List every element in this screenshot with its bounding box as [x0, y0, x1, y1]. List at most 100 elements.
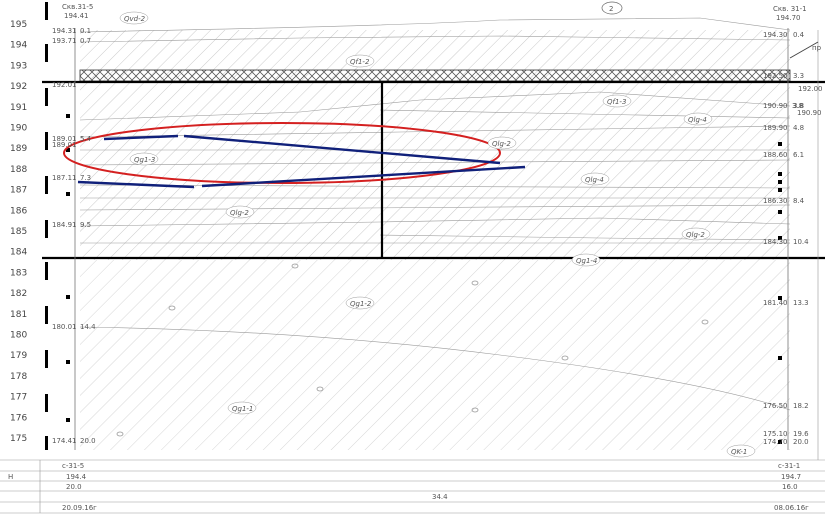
- left-well-name: Скв.31-5: [62, 3, 93, 11]
- table-row-label: H: [8, 473, 13, 481]
- left-well-elevation: 194.31: [52, 27, 77, 35]
- elevation-tick-label: 185: [10, 227, 27, 237]
- left-well-elevation: 180.01: [52, 323, 77, 331]
- elevation-tick-label: 176: [10, 413, 27, 423]
- left-well-elevation: 192.01: [52, 81, 77, 89]
- elevation-tick-label: 179: [10, 351, 27, 361]
- layer-index-label: Qf1-2: [350, 58, 370, 66]
- left-well-mouth: 194.41: [64, 12, 89, 20]
- layer-index-label: Qg1-2: [350, 300, 372, 308]
- layer-label-bubble: [225, 205, 255, 219]
- left-well-elevation: 193.71: [52, 37, 77, 45]
- left-well-depth: 14.4: [80, 323, 96, 331]
- layer-index-label: Qlg-2: [686, 231, 705, 239]
- right-well-depth: 13.3: [793, 299, 809, 307]
- right-well-depth: 20.0: [793, 438, 809, 446]
- layer-label-bubble: [227, 401, 257, 415]
- elevation-tick-label: 177: [10, 393, 27, 403]
- table-elev-right: 194.7: [781, 473, 801, 481]
- layer-index-label: Qlg-2: [230, 209, 249, 217]
- table-distance: 34.4: [432, 493, 448, 501]
- section-cut-mark: [789, 41, 819, 59]
- right-well-elevation: 184.30: [763, 238, 788, 246]
- right-well-elevation: 188.60: [763, 151, 788, 159]
- right-well-elevation: 192.00: [798, 85, 823, 93]
- layer-index-label: QK-1: [731, 448, 747, 456]
- layer-label-bubble: [119, 11, 149, 25]
- elevation-tick-label: 194: [10, 41, 27, 51]
- elevation-tick-label: 189: [10, 144, 27, 154]
- left-well-depth: 0.1: [80, 27, 91, 35]
- table-date-right: 08.06.16г: [774, 504, 809, 512]
- right-well-elevation: 192.50: [763, 72, 788, 80]
- right-well-elevation: 190.90: [797, 109, 822, 117]
- elevation-tick-label: 188: [10, 165, 27, 175]
- scale-bars: [45, 2, 48, 450]
- layer-index-label: Qlg-4: [585, 176, 604, 184]
- gravel-layer: [79, 69, 791, 82]
- layer-index-labels: Qvd-2 Qf1-2 Qf1-3 Qlg-4 Qlg-2 Qg1-3 Qlg-4 Qlg-2…: [119, 11, 756, 458]
- layer-index-label: Qvd-2: [124, 15, 146, 23]
- layer-index-label: Qg1-1: [232, 405, 253, 413]
- layer-label-bubble: [129, 152, 159, 166]
- left-well-elevation: 174.41: [52, 437, 77, 445]
- left-well-depth: 5.4: [80, 135, 92, 143]
- left-well-depth: 9.5: [80, 221, 91, 229]
- lens-boundary-lines: [77, 134, 526, 189]
- right-well-elevation: 175.10: [763, 430, 788, 438]
- right-well-elevation: 189.90: [763, 124, 788, 132]
- layer-label-bubble: [487, 136, 517, 150]
- left-well-elevation: 189.01: [52, 141, 77, 149]
- table-well-left: с-31-5: [62, 462, 84, 470]
- elevation-tick-label: 190: [10, 124, 27, 134]
- right-well-name: Скв. 31-1: [773, 5, 807, 13]
- right-well-elevation: 174.70: [763, 438, 788, 446]
- elevation-tick-label: 178: [10, 372, 27, 382]
- elevation-tick-label: 184: [10, 248, 27, 258]
- right-well-elevation: 181.40: [763, 299, 788, 307]
- sample-markers: [66, 114, 782, 444]
- right-well-depth: 18.2: [793, 402, 809, 410]
- layer-index-label: Qlg-2: [492, 140, 511, 148]
- boulder-symbols: [116, 263, 709, 437]
- layer-label-bubble: [683, 112, 713, 126]
- layer-index-label: Qlg-4: [688, 116, 707, 124]
- table-elev-left: 194.4: [66, 473, 87, 481]
- elevation-tick-label: 193: [10, 61, 27, 71]
- right-well-depth: 4.8: [793, 124, 804, 132]
- left-well-depth: 0.7: [80, 37, 91, 45]
- elevation-tick-label: 175: [10, 434, 27, 444]
- layer-index-label: Qf1-3: [607, 98, 626, 106]
- elevation-tick-label: 182: [10, 289, 27, 299]
- layer-index-label: Qg1-3: [134, 156, 155, 164]
- table-date-left: 20.09.16г: [62, 504, 97, 512]
- right-well-depth: 19.6: [793, 430, 809, 438]
- table-well-right: с-31-1: [778, 462, 800, 470]
- right-well-depth: 10.4: [793, 238, 809, 246]
- left-well-elevation: 189.01: [52, 135, 77, 143]
- elevation-tick-label: 192: [10, 82, 27, 92]
- right-well-elevation: 194.30: [763, 31, 788, 39]
- elevation-tick-label: 186: [10, 206, 27, 216]
- left-well-depth: 7.3: [80, 174, 91, 182]
- cut-label: пр: [812, 44, 822, 52]
- layer-label-bubble: [602, 94, 632, 108]
- table-depth-left: 20.0: [66, 483, 82, 491]
- table-depth-right: 16.0: [782, 483, 798, 491]
- layer-label-bubble: [571, 253, 601, 267]
- right-well-elevation: 186.30: [763, 197, 788, 205]
- left-well-elevation: 184.91: [52, 221, 77, 229]
- elevation-tick-label: 187: [10, 186, 27, 196]
- layer-label-bubble: [345, 54, 375, 68]
- layer-label-bubble: [726, 444, 756, 458]
- right-well-depth: 8.4: [793, 197, 805, 205]
- elevation-tick-label: 195: [10, 20, 27, 30]
- right-well-elevation: 3.8: [792, 102, 803, 110]
- marker-number: 2: [609, 5, 613, 13]
- layer-label-bubble: [580, 172, 610, 186]
- elevation-tick-label: 191: [10, 103, 27, 113]
- layer-index-label: Qg1-4: [576, 257, 597, 265]
